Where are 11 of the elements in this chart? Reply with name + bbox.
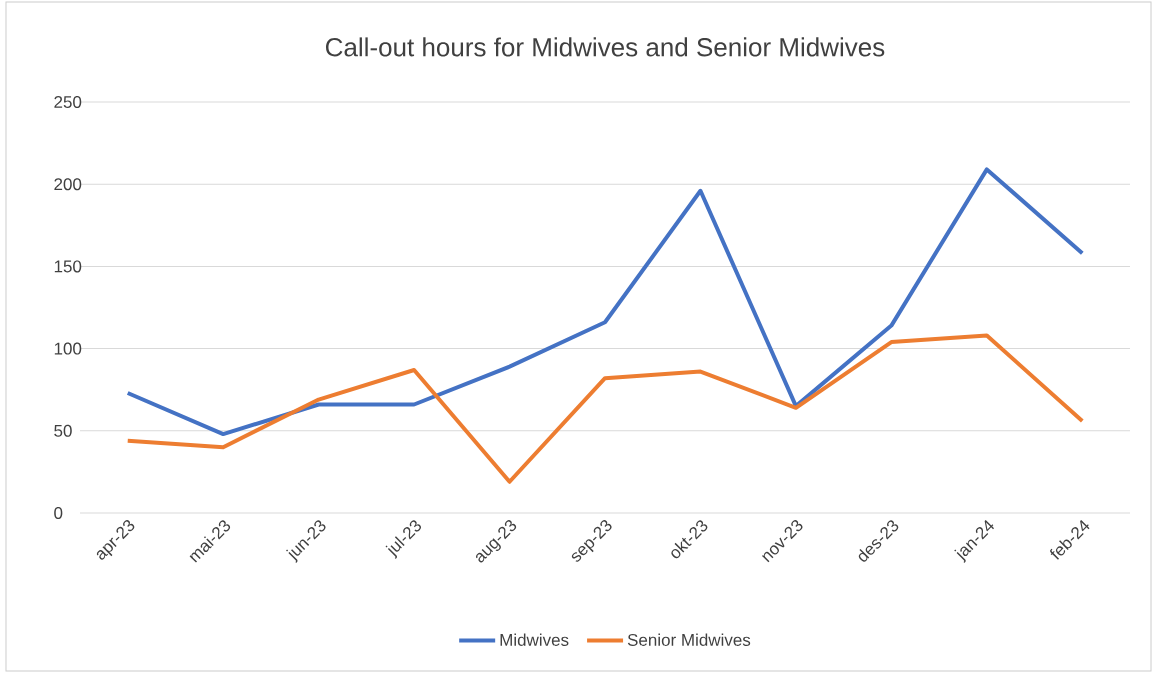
legend-label: Senior Midwives <box>627 633 751 646</box>
line-series <box>125 167 1085 437</box>
line-series <box>125 333 1085 484</box>
y-tick-label: 100 <box>54 342 82 355</box>
y-tick-label: 250 <box>54 95 82 109</box>
y-tick-label: 50 <box>54 424 72 437</box>
y-tick-label: 200 <box>54 178 82 191</box>
y-tick-label: 150 <box>54 260 82 273</box>
legend-label: Midwives <box>500 633 569 646</box>
chart-title: Call-out hours for Midwives and Senior Midwives <box>325 37 885 57</box>
y-tick-label: 0 <box>54 506 63 520</box>
